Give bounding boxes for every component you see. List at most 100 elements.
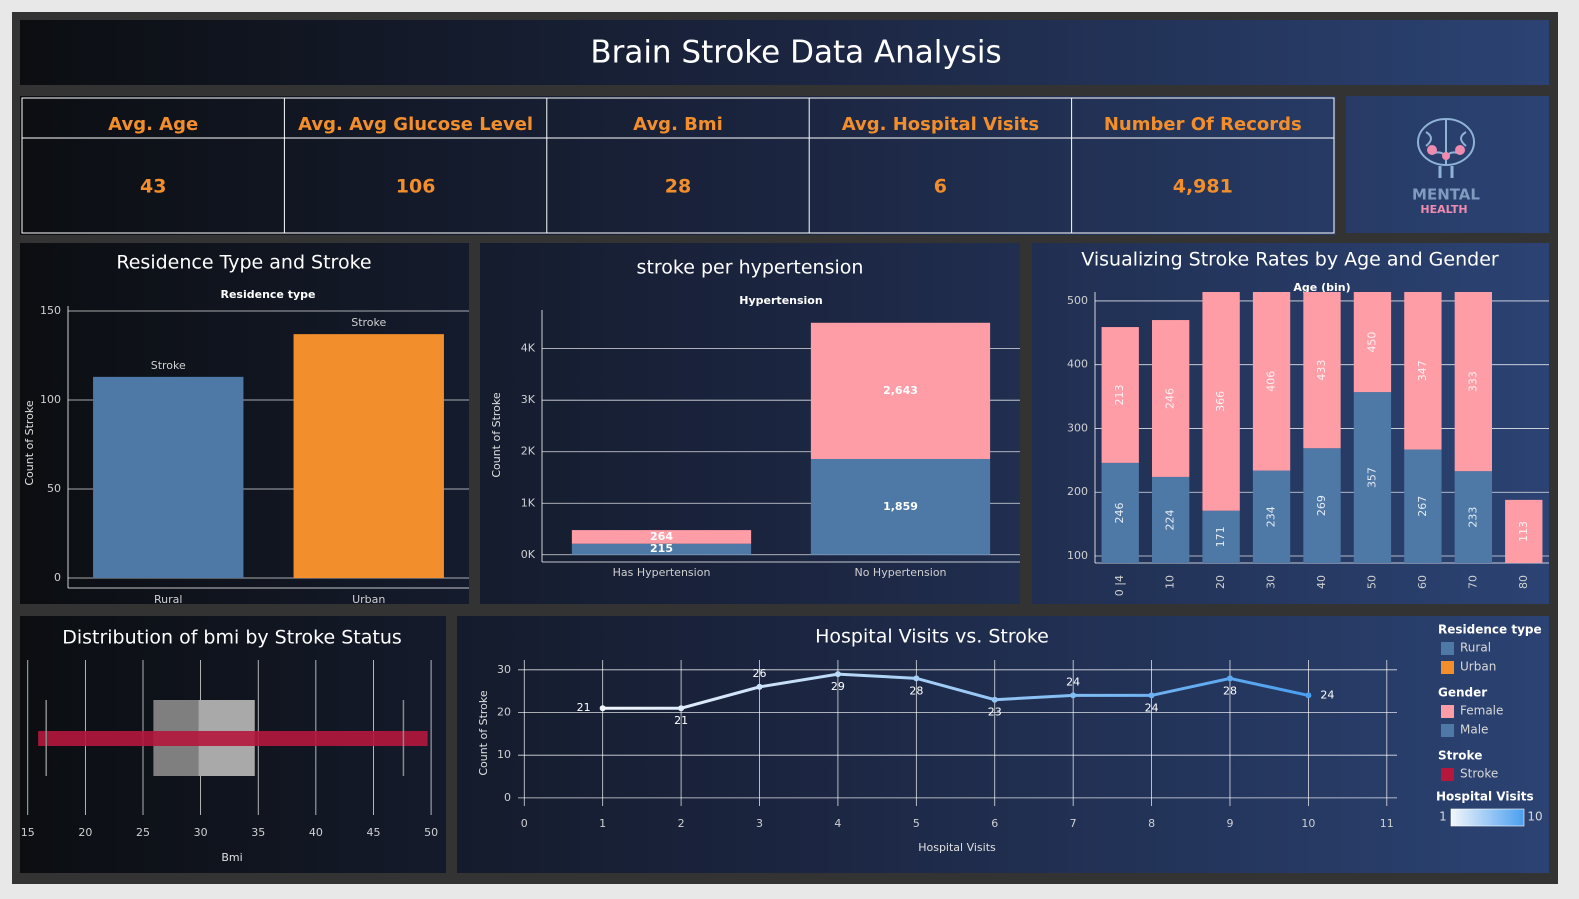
point xyxy=(599,705,606,712)
value-label: 406 xyxy=(1265,371,1278,392)
value-label: 26 xyxy=(753,667,767,680)
x-tick-label: No Hypertension xyxy=(854,566,946,579)
x-tick-label: 10 xyxy=(1164,575,1177,589)
legend-label: Stroke xyxy=(1460,767,1498,781)
legend-swatch xyxy=(1441,768,1454,781)
header-panel xyxy=(20,20,1549,85)
value-label: 113 xyxy=(1517,521,1530,542)
legend-label: Urban xyxy=(1460,660,1496,674)
x-axis-title: Bmi xyxy=(221,851,242,864)
bar xyxy=(810,322,991,459)
line xyxy=(602,672,1309,710)
bar xyxy=(1404,292,1442,450)
chart-title: Visualizing Stroke Rates by Age and Gend… xyxy=(1081,249,1499,271)
bar xyxy=(1101,327,1139,463)
x-tick-label: 50 xyxy=(1365,575,1378,589)
x-tick-label: 35 xyxy=(251,826,265,839)
y-tick-label: 100 xyxy=(40,393,61,406)
legend-swatch xyxy=(1441,724,1454,737)
point xyxy=(678,705,685,712)
y-tick-label: 10 xyxy=(497,748,511,761)
y-tick-label: 100 xyxy=(1067,549,1088,562)
x-tick-label: 20 xyxy=(1214,575,1227,589)
chart-title: Distribution of bmi by Stroke Status xyxy=(62,627,402,649)
bar xyxy=(1454,292,1492,472)
y-tick-label: 400 xyxy=(1067,358,1088,371)
value-label: 267 xyxy=(1416,496,1429,517)
y-tick-label: 3K xyxy=(521,393,536,406)
legend-max: 10 xyxy=(1527,810,1542,824)
x-tick-label: 45 xyxy=(366,826,380,839)
value-label: 213 xyxy=(1113,384,1126,405)
point xyxy=(1070,692,1077,699)
y-tick-label: 150 xyxy=(40,304,61,317)
x-tick-label: 8 xyxy=(1148,817,1155,830)
x-tick-label: Urban xyxy=(352,593,385,606)
value-label: 224 xyxy=(1164,509,1177,530)
legend-swatch xyxy=(1441,661,1454,674)
x-tick-label: 40 xyxy=(309,826,323,839)
column-header: Age (bin) xyxy=(1293,281,1350,294)
point xyxy=(834,671,841,678)
legend-title: Hospital Visits xyxy=(1436,790,1534,804)
legend-label: Male xyxy=(1460,723,1488,737)
y-tick-label: 500 xyxy=(1067,294,1088,307)
y-tick-label: 200 xyxy=(1067,485,1088,498)
value-label: 246 xyxy=(1164,388,1177,409)
bar xyxy=(1303,448,1341,563)
x-tick-label: 3 xyxy=(756,817,763,830)
bar xyxy=(1353,292,1392,393)
x-tick-label: 60 xyxy=(1416,575,1429,589)
y-tick-label: 50 xyxy=(47,482,61,495)
bar xyxy=(1505,499,1543,563)
value-label: 24 xyxy=(1320,688,1334,701)
y-tick-label: 2K xyxy=(521,445,536,458)
point xyxy=(1226,675,1233,682)
kpi-label: Avg. Avg Glucose Level xyxy=(298,114,533,135)
y-tick-label: 300 xyxy=(1067,421,1088,434)
x-tick-label: Rural xyxy=(154,593,182,606)
x-tick-label: 50 xyxy=(424,826,438,839)
value-label: 24 xyxy=(1145,701,1159,714)
y-axis-title: Count of Stroke xyxy=(23,400,36,486)
bar xyxy=(1152,476,1190,563)
dashboard-title: Brain Stroke Data Analysis xyxy=(590,35,1001,71)
value-label: 23 xyxy=(988,706,1002,719)
x-tick-label: 25 xyxy=(136,826,150,839)
legend-min: 1 xyxy=(1439,810,1447,824)
value-label: 264 xyxy=(650,530,673,543)
value-label: 269 xyxy=(1315,495,1328,516)
bar xyxy=(293,334,444,579)
y-tick-label: 0 xyxy=(54,571,61,584)
x-tick-label: 80 xyxy=(1517,575,1530,589)
value-label: 29 xyxy=(831,680,845,693)
x-tick-label: 11 xyxy=(1380,817,1394,830)
x-tick-label: 70 xyxy=(1466,575,1479,589)
kpi-label: Avg. Bmi xyxy=(633,114,723,135)
x-tick-label: 0 xyxy=(521,817,528,830)
bar-label: Stroke xyxy=(151,359,186,372)
x-tick-label: 6 xyxy=(991,817,998,830)
y-tick-label: 4K xyxy=(521,342,536,355)
point xyxy=(991,696,998,703)
y-axis-title: Count of Stroke xyxy=(490,392,503,478)
kpi-label: Number Of Records xyxy=(1104,114,1302,135)
bar xyxy=(1454,471,1492,563)
x-tick-label: 30 xyxy=(194,826,208,839)
bar xyxy=(1353,392,1392,563)
kpi-value: 4,981 xyxy=(1173,176,1233,198)
legend-gradient xyxy=(1450,808,1525,827)
x-tick-label: 5 xyxy=(913,817,920,830)
chart-title: Residence Type and Stroke xyxy=(116,252,371,274)
bar xyxy=(1303,292,1341,449)
bar xyxy=(810,458,991,555)
value-label: 433 xyxy=(1315,360,1328,381)
x-tick-label: 15 xyxy=(21,826,35,839)
column-header: Hypertension xyxy=(739,294,822,307)
value-label: 366 xyxy=(1214,391,1227,412)
bar xyxy=(1101,462,1139,563)
x-tick-label: 30 xyxy=(1265,575,1278,589)
legend-title: Residence type xyxy=(1438,623,1542,637)
stroke-strip xyxy=(38,731,428,746)
